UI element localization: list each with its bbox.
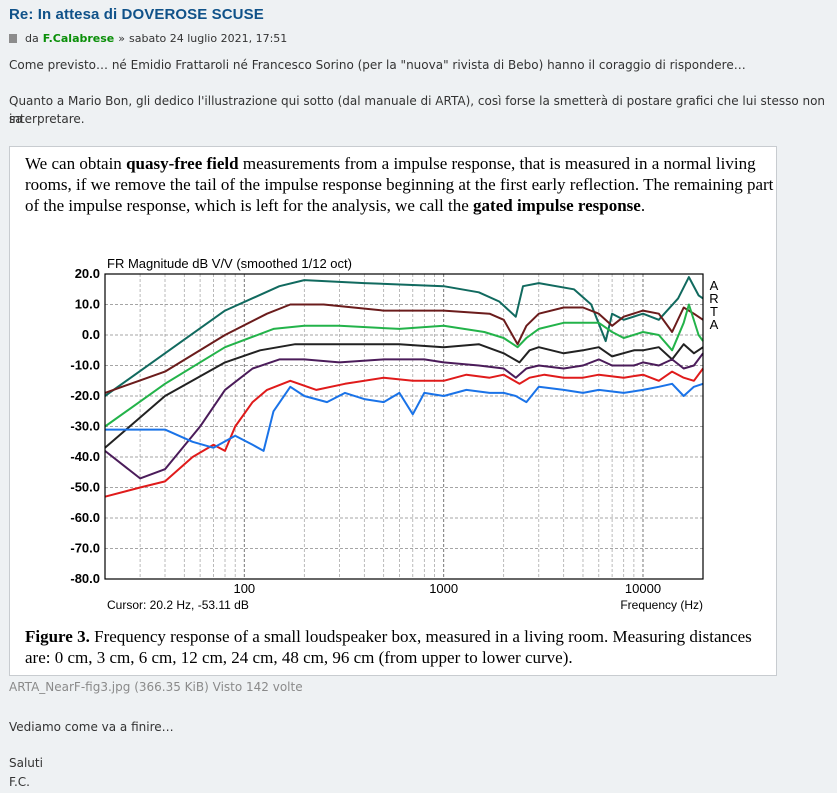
attachment-info: ARTA_NearF-fig3.jpg (366.35 KiB) Visto 1…	[9, 680, 303, 694]
y-tick-label: -50.0	[70, 480, 100, 495]
paragraph-1: Come previsto… né Emidio Frattaroli né F…	[9, 58, 746, 72]
figure-text: We can obtain quasy-free field measureme…	[25, 153, 775, 216]
arta-brand-label: ARTA	[709, 278, 718, 332]
series-line	[104, 276, 704, 397]
y-tick-label: -20.0	[70, 388, 100, 403]
figure-text-c: measurements from a impulse response, th…	[25, 154, 774, 215]
paragraph-2-line-2: interpretare.	[9, 112, 85, 126]
chart-title: FR Magnitude dB V/V (smoothed 1/12 oct)	[107, 256, 352, 271]
brand-letter: R	[709, 291, 718, 306]
frequency-response-chart: 20.0 10.0 0.0 -10.0 -20.0 -30.0 -40.0 -50.0 -60.…	[70, 256, 718, 612]
plot-area: 20.0 10.0 0.0 -10.0 -20.0 -30.0 -40.0 -50.0 -60.…	[70, 266, 704, 596]
y-tick-label: 0.0	[82, 327, 100, 342]
series-line	[104, 303, 704, 394]
series-line	[104, 367, 704, 498]
x-axis-label: Frequency (Hz)	[620, 598, 703, 612]
post-icon	[9, 34, 17, 43]
y-tick-label: 10.0	[75, 297, 100, 312]
brand-letter: A	[710, 317, 719, 332]
y-tick-label: -10.0	[70, 358, 100, 373]
chart-cursor-readout: Cursor: 20.2 Hz, -53.11 dB	[107, 598, 249, 612]
meta-separator: »	[118, 32, 126, 45]
y-tick-label: -40.0	[70, 449, 100, 464]
y-tick-label: -80.0	[70, 571, 100, 586]
brand-letter: T	[710, 304, 718, 319]
post-title[interactable]: Re: In attesa di DOVEROSE SCUSE	[9, 6, 264, 23]
figure-text-bold-2: gated impulse response	[473, 196, 641, 215]
post-date: sabato 24 luglio 2021, 17:51	[129, 32, 288, 45]
series-line	[104, 343, 704, 449]
figure-caption: Figure 3. Frequency response of a small …	[25, 626, 770, 668]
signature-greeting: Saluti	[9, 756, 43, 770]
y-tick-label: -30.0	[70, 419, 100, 434]
plot-border	[104, 273, 704, 580]
author-link[interactable]: F.Calabrese	[42, 32, 115, 45]
figure-text-bold-1: quasy-free field	[126, 154, 239, 173]
y-tick-label: -60.0	[70, 510, 100, 525]
figure-text-e: .	[640, 196, 646, 215]
meta-prefix: da	[25, 32, 39, 45]
signature-initials: F.C.	[9, 775, 30, 789]
caption-text: Frequency response of a small loudspeake…	[25, 627, 752, 667]
series-line	[104, 303, 704, 428]
post-meta: da F.Calabrese » sabato 24 luglio 2021, …	[9, 32, 287, 45]
x-tick-label: 10000	[625, 581, 661, 596]
paragraph-2-line-1: Quanto a Mario Bon, gli dedico l'illustr…	[9, 94, 826, 126]
plot-background	[105, 274, 703, 579]
attachment-filename[interactable]: ARTA_NearF-fig3.jpg	[9, 680, 131, 694]
y-tick-label: -70.0	[70, 541, 100, 556]
x-tick-label: 1000	[429, 581, 458, 596]
x-tick-label: 100	[233, 581, 255, 596]
series-line	[104, 352, 704, 480]
attachment-size: (366.35 KiB)	[134, 680, 209, 694]
closing-text: Vediamo come va a finire…	[9, 720, 174, 734]
figure-text-a: We can obtain	[25, 154, 127, 173]
attached-image[interactable]: We can obtain quasy-free field measureme…	[9, 146, 777, 676]
attachment-views: Visto 142 volte	[212, 680, 303, 694]
series-line	[105, 382, 704, 452]
brand-letter: A	[710, 278, 719, 293]
y-tick-label: 20.0	[75, 266, 100, 281]
caption-label: Figure 3.	[25, 627, 90, 646]
